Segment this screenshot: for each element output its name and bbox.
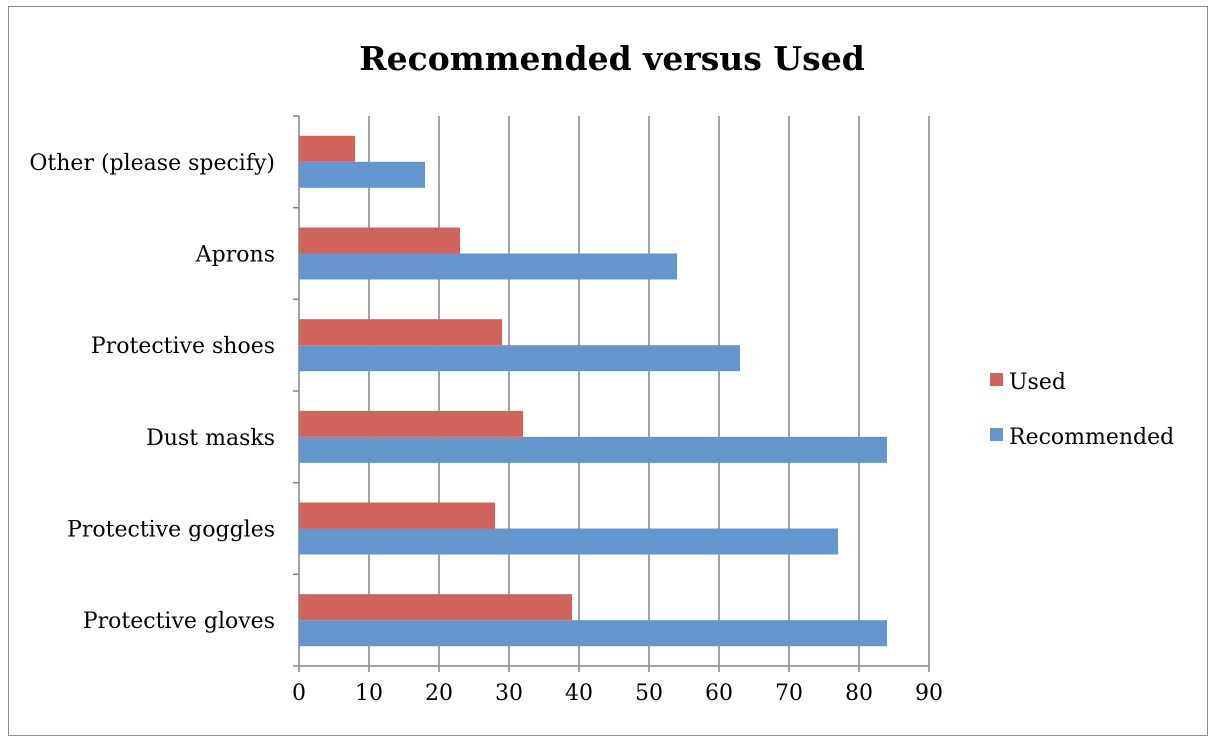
x-tick-label: 60: [705, 681, 733, 706]
x-tick-label: 0: [292, 681, 306, 706]
axes: [293, 115, 930, 672]
legend-label: Recommended: [1009, 425, 1174, 450]
category-label: Other (please specify): [29, 151, 275, 176]
bar-used: [299, 502, 495, 529]
bar-used: [299, 319, 502, 346]
bar-recommended: [299, 253, 677, 280]
legend-swatch: [990, 428, 1003, 441]
y-axis-category-labels: Protective gloves Protective goggles Dust …: [29, 151, 275, 634]
category-label: Dust masks: [146, 426, 275, 451]
chart-title: Recommended versus Used: [359, 39, 865, 78]
x-tick-label: 50: [635, 681, 663, 706]
bars: [299, 135, 887, 647]
legend-swatch: [990, 373, 1003, 386]
x-tick-label: 20: [425, 681, 453, 706]
category-label: Aprons: [195, 243, 275, 268]
bar-recommended: [299, 345, 740, 372]
bar-recommended: [299, 436, 887, 463]
category-label: Protective goggles: [67, 518, 275, 543]
x-axis-tick-labels: 0 10 20 30 40 50 60 70 80 90: [292, 681, 943, 706]
x-tick-label: 40: [565, 681, 593, 706]
gridlines: [368, 116, 930, 666]
bar-used: [299, 410, 523, 437]
x-tick-label: 90: [915, 681, 943, 706]
x-tick-label: 10: [355, 681, 383, 706]
x-tick-label: 70: [775, 681, 803, 706]
bar-used: [299, 227, 460, 254]
bar-recommended: [299, 620, 887, 647]
legend: Used Recommended: [990, 370, 1174, 450]
x-tick-label: 80: [845, 681, 873, 706]
bar-used: [299, 594, 572, 621]
bar-recommended: [299, 161, 425, 188]
legend-label: Used: [1009, 370, 1066, 395]
x-tick-label: 30: [495, 681, 523, 706]
bar-recommended: [299, 528, 838, 555]
bar-used: [299, 135, 355, 162]
category-label: Protective shoes: [91, 334, 275, 359]
category-label: Protective gloves: [83, 609, 275, 634]
